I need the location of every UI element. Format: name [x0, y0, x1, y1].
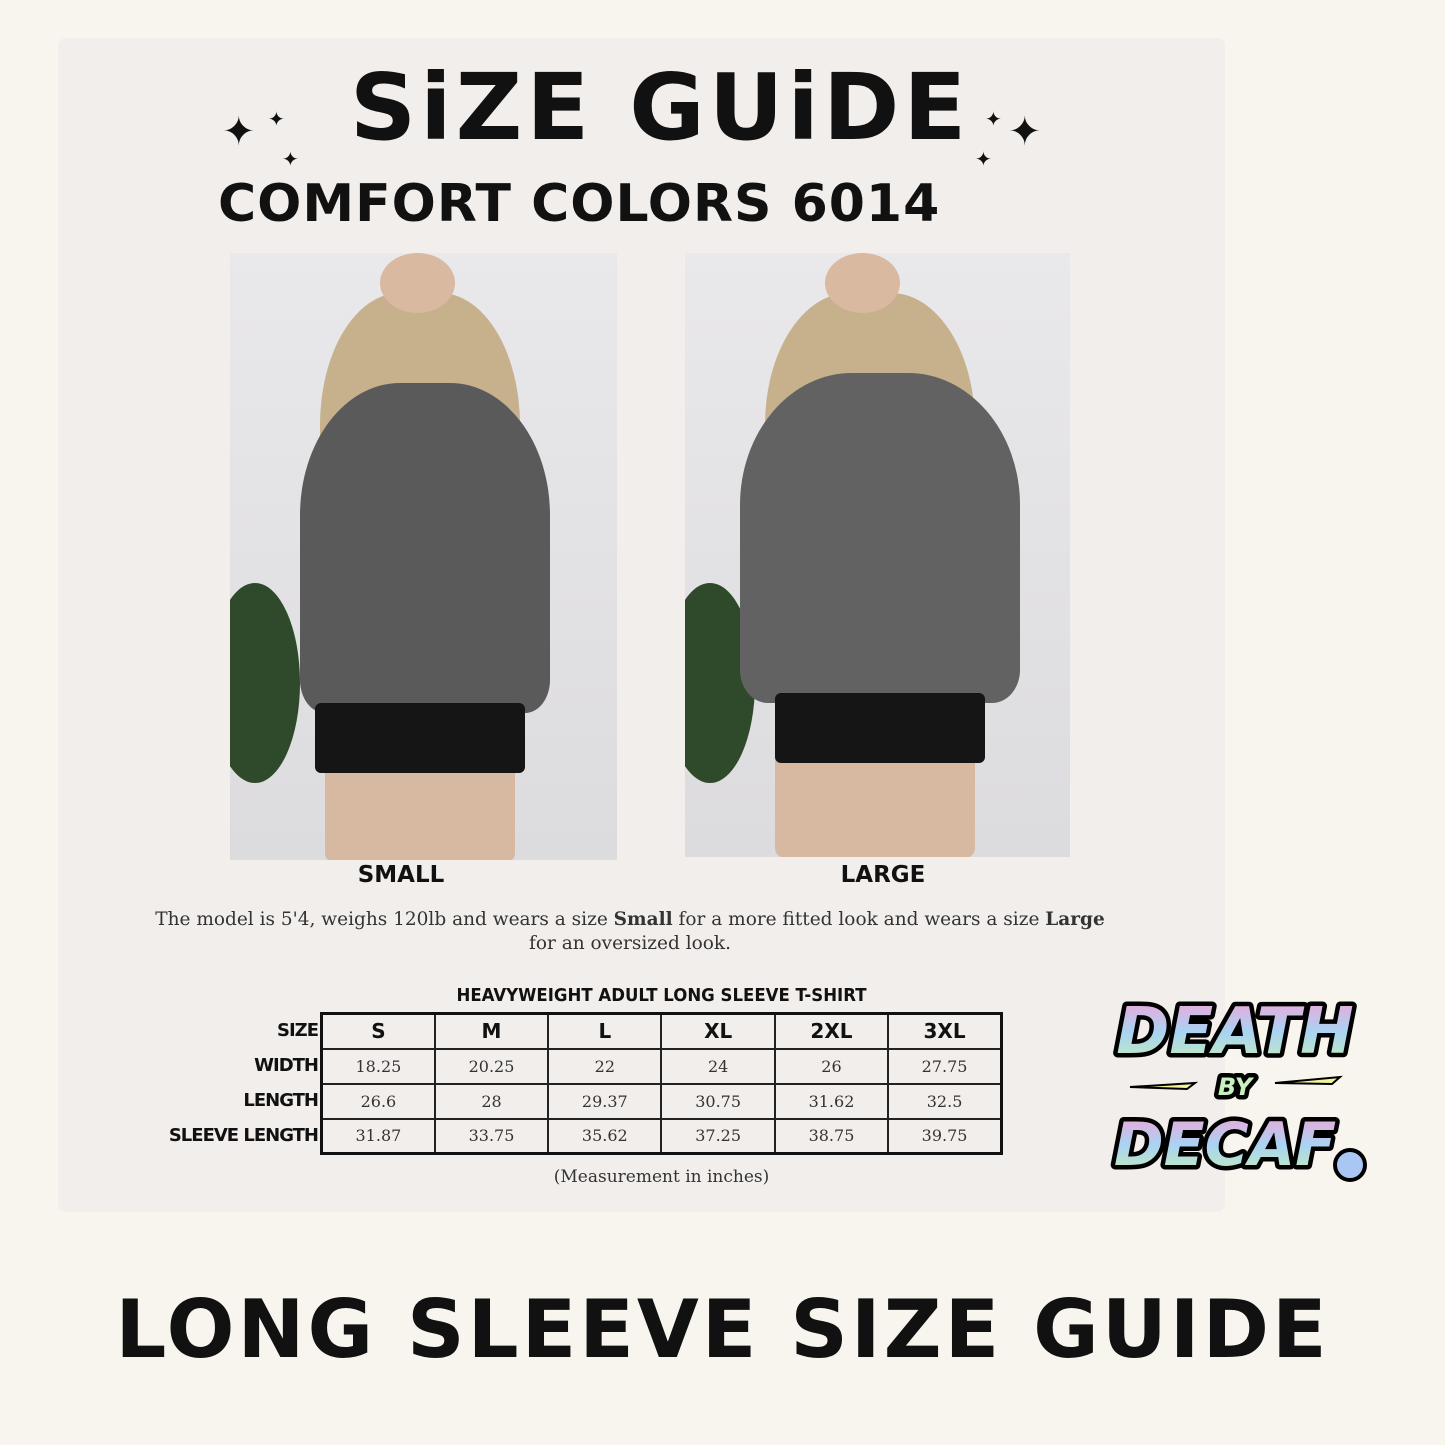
logo-line-2: BY [1218, 1073, 1255, 1101]
table-cell: 29.37 [547, 1082, 663, 1120]
footer-title: LONG SLEEVE SIZE GUIDE [115, 1283, 1330, 1376]
logo-line-3: DECAF [1114, 1110, 1336, 1180]
table-cell: 28 [433, 1082, 550, 1120]
model-description: The model is 5'4, weighs 120lb and wears… [150, 908, 1110, 956]
table-cell: 30.75 [660, 1082, 776, 1120]
table-title: HEAVYWEIGHT ADULT LONG SLEEVE T-SHIRT [456, 985, 867, 1006]
size-table: S M L XL 2XL 3XL 18.25 20.25 22 24 26 27… [320, 1012, 1003, 1155]
size-guide-title: SiZE GUiDE [349, 54, 971, 161]
product-subtitle: COMFORT COLORS 6014 [218, 174, 941, 234]
size-header: 3XL [887, 1012, 1003, 1050]
table-row: 31.87 33.75 35.62 37.25 38.75 39.75 [320, 1117, 1003, 1155]
size-header: L [547, 1012, 663, 1050]
desc-text: for an oversized look. [528, 933, 732, 954]
table-cell: 35.62 [547, 1117, 663, 1155]
table-cell: 24 [660, 1047, 776, 1085]
sparkle-icon: ✦ [222, 110, 256, 154]
table-row: 18.25 20.25 22 24 26 27.75 [320, 1047, 1003, 1085]
model-photo-large [685, 253, 1070, 857]
caption-small: SMALL [357, 862, 445, 888]
lightning-icon [1129, 1075, 1343, 1091]
table-cell: 26 [773, 1047, 890, 1085]
model-photo-small [230, 253, 617, 860]
size-header: 2XL [773, 1012, 890, 1050]
caption-large: LARGE [840, 862, 926, 888]
skull-icon [1333, 1148, 1367, 1182]
table-cell: 31.87 [320, 1117, 436, 1155]
table-cell: 22 [547, 1047, 663, 1085]
table-header-row: S M L XL 2XL 3XL [320, 1012, 1003, 1050]
table-cell: 27.75 [887, 1047, 1003, 1085]
table-cell: 33.75 [433, 1117, 550, 1155]
table-cell: 38.75 [773, 1117, 890, 1155]
table-cell: 32.5 [887, 1082, 1003, 1120]
table-cell: 18.25 [320, 1047, 436, 1085]
sparkle-icon: ✦ [1008, 110, 1042, 154]
desc-text: for a more fitted look and wears a size [672, 909, 1046, 930]
row-label-sleeve-length: SLEEVE LENGTH [168, 1125, 319, 1146]
table-row: 26.6 28 29.37 30.75 31.62 32.5 [320, 1082, 1003, 1120]
row-label-length: LENGTH [243, 1090, 319, 1111]
table-cell: 37.25 [660, 1117, 776, 1155]
death-by-decaf-logo: DEATH BY DECAF [1109, 991, 1367, 1185]
table-cell: 39.75 [887, 1117, 1003, 1155]
sparkle-icon: ✦ [975, 149, 992, 171]
size-header: XL [660, 1012, 776, 1050]
size-header: S [320, 1012, 436, 1050]
measurement-note: (Measurement in inches) [553, 1167, 770, 1187]
table-cell: 26.6 [320, 1082, 436, 1120]
desc-bold-large: Large [1045, 909, 1105, 930]
desc-text: The model is 5'4, weighs 120lb and wears… [155, 909, 614, 930]
sparkle-icon: ✦ [985, 109, 1002, 131]
logo-line-1: DEATH [1116, 995, 1353, 1069]
table-cell: 31.62 [773, 1082, 890, 1120]
sparkle-icon: ✦ [268, 109, 285, 131]
row-label-size: SIZE [276, 1020, 319, 1041]
table-cell: 20.25 [433, 1047, 550, 1085]
desc-bold-small: Small [613, 909, 673, 930]
sparkle-icon: ✦ [282, 149, 299, 171]
size-header: M [433, 1012, 550, 1050]
row-label-width: WIDTH [254, 1055, 319, 1076]
